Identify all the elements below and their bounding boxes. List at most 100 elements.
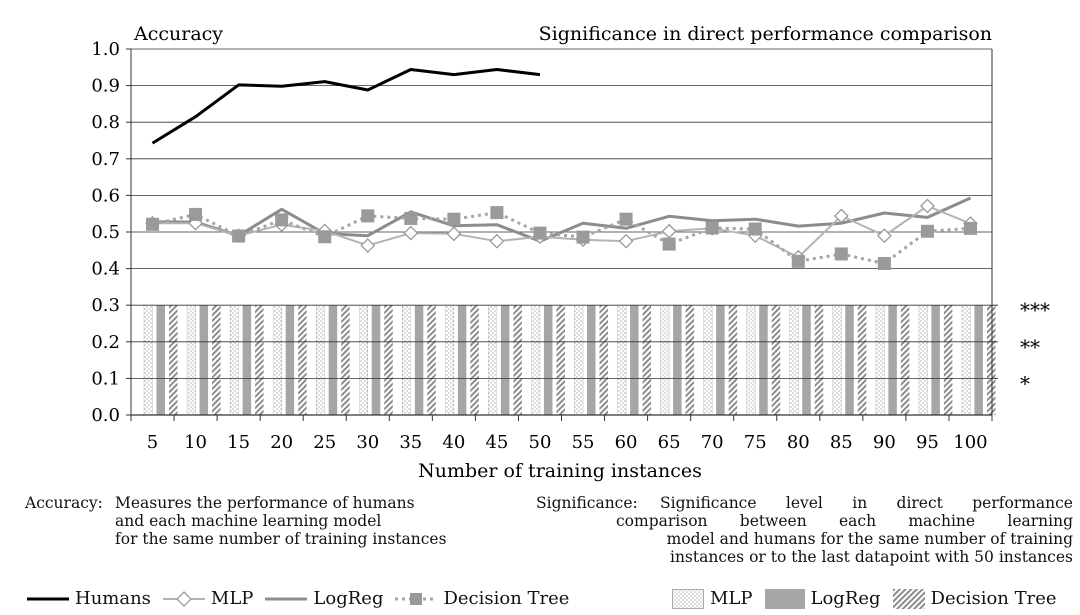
significance-bar-mlp (315, 304, 325, 416)
significance-bar-decision-tree (169, 305, 178, 415)
word: between (739, 512, 807, 530)
decision-tree-point (662, 237, 676, 251)
mlp-point (920, 198, 935, 214)
y-tick-label: 0.0 (91, 405, 120, 426)
significance-bar-mlp (746, 304, 756, 416)
gray-line-icon (265, 597, 308, 600)
y-tick-label: 0.7 (91, 149, 120, 170)
word: each (839, 512, 877, 530)
x-tick-label: 80 (787, 432, 810, 453)
y-tick-label: 0.5 (91, 222, 120, 243)
significance-bar-mlp (574, 304, 584, 416)
significance-bar-decision-tree (212, 305, 221, 415)
significance-bar-logreg (630, 305, 639, 415)
word: Significance (660, 494, 757, 512)
decision-tree-point (275, 213, 289, 227)
significance-bar-mlp (272, 304, 282, 416)
accuracy-term: Accuracy: (25, 494, 103, 512)
significance-bar-decision-tree (384, 305, 393, 415)
x-tick-label: 55 (572, 432, 595, 453)
hatched-swatch-icon (892, 588, 925, 609)
word: machine (908, 512, 976, 530)
legend-item-decision-tree-bar: Decision Tree (892, 588, 1057, 609)
decision-tree-point (189, 207, 203, 221)
x-tick-label: 60 (615, 432, 638, 453)
significance-bar-decision-tree (470, 305, 479, 415)
significance-bar-logreg (587, 305, 596, 415)
significance-bar-mlp (186, 304, 196, 416)
x-tick-label: 5 (147, 432, 158, 453)
word: direct (896, 494, 943, 512)
legend-item-mlp-bar: MLP (672, 588, 753, 609)
significance-bar-decision-tree (986, 305, 996, 415)
decision-tree-point (963, 221, 977, 235)
significance-line-4: instances or to the last datapoint with … (669, 548, 1073, 566)
decision-tree-point (533, 226, 547, 240)
significance-line-2: comparison between each machine learning (616, 512, 1073, 530)
accuracy-line: for the same number of training instance… (115, 530, 447, 548)
significance-bar-mlp (875, 304, 885, 416)
significance-bar-logreg (716, 305, 725, 415)
word: performance (972, 494, 1073, 512)
mlp-point (489, 233, 505, 249)
significance-bar-decision-tree (857, 305, 867, 415)
significance-bar-mlp (402, 304, 412, 416)
significance-bar-logreg (328, 305, 338, 415)
significance-bar-logreg (673, 305, 682, 415)
x-tick-label: 90 (873, 432, 896, 453)
significance-bar-logreg (802, 305, 811, 415)
significance-bar-logreg (285, 305, 295, 415)
word: learning (1007, 512, 1073, 530)
significance-bar-decision-tree (255, 305, 264, 415)
y-tick-label: 0.8 (91, 112, 120, 133)
significance-bar-mlp (789, 304, 799, 416)
significance-bar-mlp (961, 304, 971, 416)
significance-bar-mlp (229, 304, 239, 416)
significance-bar-mlp (531, 304, 541, 416)
y-tick-label: 0.4 (91, 259, 120, 280)
significance-bar-logreg (931, 305, 940, 415)
significance-bar-decision-tree (943, 305, 953, 415)
mlp-point (446, 226, 462, 242)
x-tick-label: 85 (830, 432, 853, 453)
decision-tree-point (146, 217, 160, 231)
decision-tree-point (318, 230, 332, 244)
decision-tree-point (877, 256, 891, 270)
significance-bar-decision-tree (685, 305, 695, 415)
significance-bar-logreg (759, 305, 768, 415)
significance-bar-mlp (660, 304, 670, 416)
x-tick-label: 75 (744, 432, 767, 453)
y-tick-label: 0.6 (91, 185, 120, 206)
mlp-point (661, 223, 677, 239)
mlp-point (360, 238, 376, 253)
significance-bar-logreg (974, 305, 983, 415)
left-title: Accuracy (133, 23, 223, 45)
x-tick-label: 70 (701, 432, 724, 453)
significance-line-3: model and humans for the same number of … (666, 530, 1073, 548)
significance-bar-mlp (918, 304, 928, 416)
x-tick-label: 35 (399, 432, 422, 453)
significance-bar-logreg (543, 305, 553, 415)
mlp-point (403, 225, 419, 241)
significance-bar-mlp (143, 304, 153, 416)
series-line-humans (151, 68, 541, 145)
accuracy-line: Measures the performance of humans (115, 494, 415, 512)
series-line-decision-tree (152, 211, 971, 265)
significance-bar-decision-tree (341, 305, 350, 415)
mlp-point (833, 208, 849, 224)
legend-label: LogReg (810, 588, 881, 609)
decision-tree-point (920, 224, 934, 238)
y-tick-label: 0.3 (91, 295, 120, 316)
decision-tree-point (705, 221, 719, 235)
significance-bar-decision-tree (427, 305, 436, 415)
significance-bar-decision-tree (298, 305, 307, 415)
significance-level-label: ** (1020, 335, 1040, 359)
mlp-point (876, 228, 892, 244)
decision-tree-point (791, 254, 805, 268)
significance-bar-logreg (199, 305, 209, 415)
significance-line-1: Significance level in direct performance (660, 494, 1073, 512)
significance-bar-decision-tree (771, 305, 781, 415)
significance-bar-logreg (371, 305, 381, 415)
legend-item-logreg: LogReg (265, 588, 383, 609)
